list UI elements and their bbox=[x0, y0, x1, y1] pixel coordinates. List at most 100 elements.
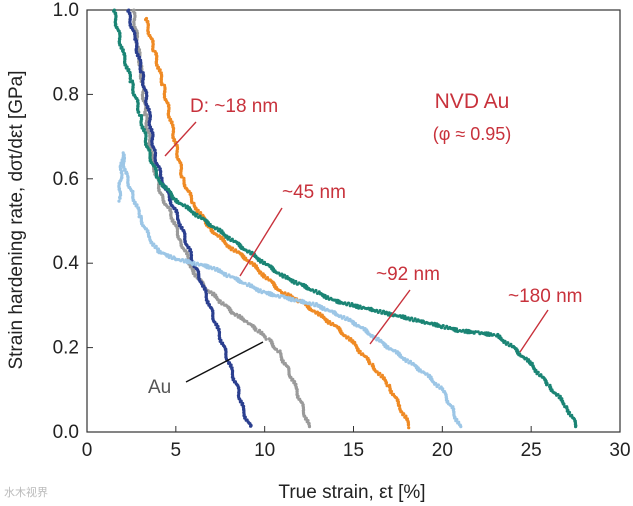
data-point bbox=[136, 99, 140, 103]
data-point bbox=[574, 423, 578, 428]
data-point bbox=[230, 237, 234, 241]
data-point bbox=[183, 239, 187, 243]
data-point bbox=[314, 288, 318, 293]
tick-group: 0 5 10 15 20 25 30 0.0 0.2 0.4 0.6 0.8 1.0 bbox=[53, 0, 631, 461]
data-point bbox=[445, 397, 449, 401]
data-point bbox=[183, 183, 187, 187]
data-point bbox=[173, 221, 177, 225]
data-point bbox=[128, 20, 132, 24]
data-point bbox=[378, 309, 382, 313]
data-point bbox=[140, 221, 144, 225]
data-point bbox=[280, 272, 284, 276]
data-point bbox=[381, 309, 386, 313]
data-point bbox=[131, 192, 135, 196]
x-tick-label: 10 bbox=[254, 440, 275, 461]
data-point bbox=[434, 381, 438, 386]
data-point bbox=[278, 349, 282, 353]
data-point bbox=[161, 183, 165, 187]
data-point bbox=[203, 286, 207, 290]
data-point bbox=[146, 30, 151, 34]
data-point bbox=[197, 274, 201, 278]
data-point bbox=[132, 20, 136, 24]
data-point bbox=[556, 393, 560, 397]
data-point bbox=[145, 93, 149, 97]
data-point bbox=[175, 149, 179, 153]
data-point bbox=[287, 369, 291, 373]
data-point bbox=[291, 297, 295, 301]
data-point bbox=[131, 85, 135, 89]
data-point bbox=[573, 421, 578, 425]
data-point bbox=[215, 226, 219, 230]
data-point bbox=[400, 410, 404, 414]
data-point bbox=[291, 377, 295, 381]
data-point bbox=[120, 176, 124, 180]
data-point bbox=[141, 79, 145, 83]
data-point bbox=[346, 301, 351, 305]
data-point bbox=[325, 318, 329, 322]
data-point bbox=[492, 333, 496, 337]
data-point bbox=[154, 57, 159, 61]
data-point bbox=[524, 356, 528, 360]
data-point bbox=[503, 339, 507, 343]
data-point bbox=[441, 324, 445, 328]
data-point bbox=[249, 423, 253, 428]
data-point bbox=[141, 96, 145, 100]
data-point bbox=[315, 310, 319, 314]
data-point bbox=[358, 304, 362, 308]
data-point bbox=[320, 304, 324, 309]
data-point bbox=[217, 234, 221, 238]
data-point bbox=[247, 249, 251, 253]
x-tick-label: 20 bbox=[432, 440, 453, 461]
data-point bbox=[154, 244, 158, 248]
data-point bbox=[161, 197, 165, 201]
data-point bbox=[218, 299, 222, 303]
data-point bbox=[145, 91, 149, 95]
data-point bbox=[118, 31, 122, 35]
data-point bbox=[375, 370, 379, 374]
data-point bbox=[260, 258, 264, 263]
data-point bbox=[138, 66, 142, 70]
data-point bbox=[241, 401, 245, 406]
data-point bbox=[453, 415, 457, 419]
data-point bbox=[148, 155, 152, 159]
data-point bbox=[122, 153, 126, 157]
data-point bbox=[179, 163, 183, 167]
data-point bbox=[144, 124, 148, 128]
data-point bbox=[260, 330, 264, 334]
data-point bbox=[122, 156, 126, 160]
data-point bbox=[148, 116, 152, 121]
data-point bbox=[349, 337, 353, 341]
data-point bbox=[271, 342, 275, 346]
data-point bbox=[301, 405, 305, 409]
data-point bbox=[133, 31, 137, 35]
data-point bbox=[132, 8, 136, 12]
data-point bbox=[142, 128, 146, 132]
data-point bbox=[185, 251, 189, 255]
data-point bbox=[224, 349, 228, 353]
data-point bbox=[148, 133, 152, 137]
data-point bbox=[148, 125, 153, 129]
label-45nm: ~45 nm bbox=[282, 182, 346, 203]
data-point bbox=[194, 206, 198, 210]
data-point bbox=[150, 142, 154, 146]
data-point bbox=[263, 335, 267, 339]
data-point bbox=[378, 371, 382, 375]
data-point bbox=[396, 400, 400, 404]
data-point bbox=[451, 405, 455, 409]
data-point bbox=[158, 68, 162, 72]
data-point bbox=[171, 129, 175, 133]
data-point bbox=[117, 199, 121, 203]
data-point bbox=[404, 414, 408, 418]
data-point bbox=[229, 363, 233, 367]
data-point bbox=[117, 37, 122, 41]
data-point bbox=[387, 311, 391, 315]
data-point bbox=[133, 200, 137, 204]
data-point bbox=[184, 258, 188, 262]
data-point bbox=[221, 301, 225, 305]
data-point bbox=[408, 359, 413, 363]
data-point bbox=[250, 260, 254, 265]
data-point bbox=[258, 288, 262, 292]
data-point bbox=[151, 39, 155, 43]
data-point bbox=[153, 153, 157, 157]
data-point bbox=[562, 402, 566, 406]
